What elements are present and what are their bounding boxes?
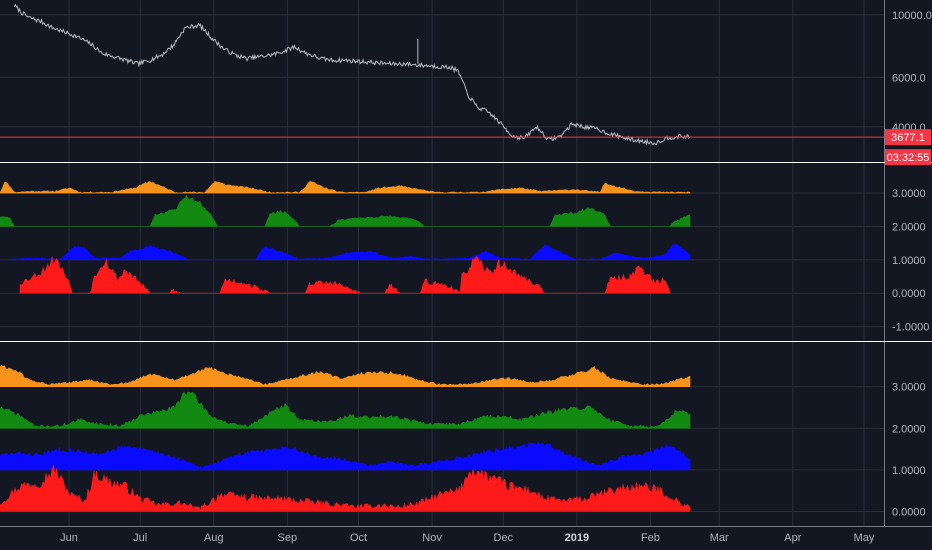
indicator-y-tick-label: 3.0000 (892, 188, 926, 200)
indicator-y-tick-label: 2.0000 (892, 221, 926, 233)
price-y-tick-label: 6000.0 (892, 72, 926, 84)
x-tick-label: Feb (641, 532, 660, 544)
x-tick-label: Dec (494, 532, 514, 544)
indicator-area-series (0, 364, 691, 387)
indicator-area-series (0, 243, 691, 261)
price-y-tick-label: 10000.0 (892, 10, 932, 22)
indicator-area-series (19, 256, 671, 294)
x-tick-label: Oct (350, 532, 367, 544)
indicator-area-series (0, 180, 691, 194)
indicator-y-tick-label: 1.0000 (892, 465, 926, 477)
price-series-line (13, 3, 691, 146)
indicator-area-series (0, 194, 691, 227)
price-tags: 3677.1 03:32:55 (885, 129, 931, 166)
price-pane[interactable] (0, 3, 884, 146)
indicator-y-tick-label: -1.0000 (892, 322, 929, 334)
indicator-y-tick-label: 2.0000 (892, 423, 926, 435)
last-price-tag (885, 129, 931, 146)
last-price-value: 3677.1 (891, 132, 925, 144)
indicator-area-series (0, 391, 691, 429)
countdown-value: 03:32:55 (887, 152, 930, 164)
indicator-pane-2[interactable] (0, 364, 691, 512)
x-tick-label: Jun (60, 532, 78, 544)
x-tick-label: Aug (204, 532, 224, 544)
x-tick-label: Nov (422, 532, 442, 544)
indicator-y-tick-label: 0.0000 (892, 288, 926, 300)
countdown-tag (885, 149, 931, 166)
indicator-pane-1[interactable] (0, 180, 691, 294)
x-tick-label: 2019 (565, 532, 589, 544)
indicator-y-tick-label: 1.0000 (892, 255, 926, 267)
x-tick-label: Sep (278, 532, 298, 544)
x-tick-label: May (854, 532, 875, 544)
indicator-area-series (0, 441, 691, 471)
x-tick-label: Mar (710, 532, 729, 544)
indicator-y-tick-label: 3.0000 (892, 382, 926, 394)
indicator-area-series (0, 465, 691, 512)
x-tick-label: Jul (133, 532, 147, 544)
indicator-y-tick-label: 0.0000 (892, 506, 926, 518)
x-tick-label: Apr (784, 532, 801, 544)
